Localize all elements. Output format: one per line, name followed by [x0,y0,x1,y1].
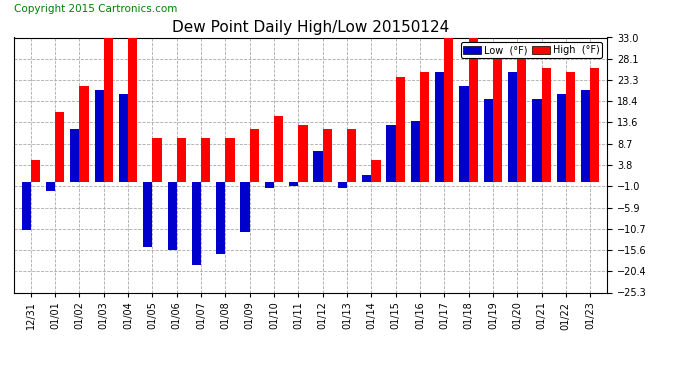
Bar [590,68,600,182]
Bar [395,77,405,182]
Bar [493,51,502,182]
Bar [265,182,274,188]
Text: Copyright 2015 Cartronics.com: Copyright 2015 Cartronics.com [14,4,177,14]
Bar [581,90,590,182]
Bar [55,112,64,182]
Bar [542,68,551,182]
Bar [362,175,371,182]
Bar [435,72,444,182]
Bar [152,138,161,182]
Bar [46,182,55,190]
Bar [128,38,137,182]
Bar [298,125,308,182]
Bar [274,116,284,182]
Bar [444,38,453,182]
Bar [347,129,356,182]
Bar [460,86,469,182]
Bar [250,129,259,182]
Bar [168,182,177,250]
Bar [532,99,542,182]
Bar [192,182,201,265]
Bar [386,125,395,182]
Bar [289,182,298,186]
Bar [518,51,526,182]
Bar [144,182,152,248]
Bar [95,90,103,182]
Bar [21,182,31,230]
Bar [79,86,89,182]
Title: Dew Point Daily High/Low 20150124: Dew Point Daily High/Low 20150124 [172,20,449,35]
Bar [119,94,128,182]
Bar [566,72,575,182]
Bar [484,99,493,182]
Bar [508,72,518,182]
Bar [411,121,420,182]
Bar [557,94,566,182]
Legend: Low  (°F), High  (°F): Low (°F), High (°F) [460,42,602,58]
Bar [240,182,250,232]
Bar [337,182,347,188]
Bar [371,160,381,182]
Bar [216,182,226,254]
Bar [177,138,186,182]
Bar [70,129,79,182]
Bar [420,72,429,182]
Bar [104,33,113,182]
Bar [469,38,477,182]
Bar [313,151,323,182]
Bar [201,138,210,182]
Bar [226,138,235,182]
Bar [31,160,40,182]
Bar [323,129,332,182]
